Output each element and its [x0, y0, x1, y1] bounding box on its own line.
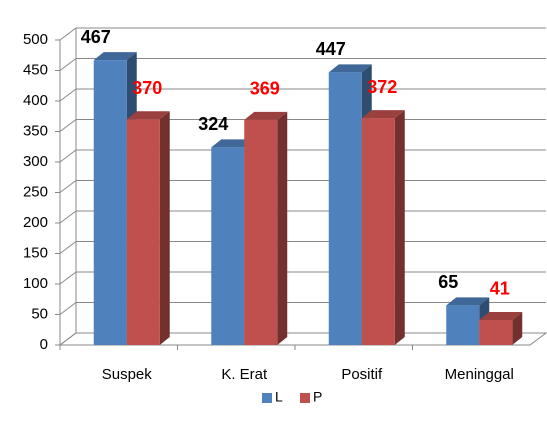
y-tick-label: 500: [23, 31, 48, 48]
y-tick-label: 400: [23, 92, 48, 109]
value-label: 369: [250, 79, 280, 99]
y-tick-label: 0: [40, 336, 48, 353]
legend-label: P: [313, 389, 322, 405]
bar-front: [244, 119, 278, 345]
y-tick-label: 300: [23, 153, 48, 170]
y-tick-label: 450: [23, 61, 48, 78]
bar-front: [361, 118, 395, 345]
bar-top: [93, 52, 137, 61]
value-label: 370: [132, 78, 162, 98]
grid-line: [59, 58, 546, 71]
bar-side: [277, 111, 288, 345]
x-tick-label: K. Erat: [221, 366, 268, 383]
x-tick-label: Suspek: [102, 366, 153, 383]
x-tick-label: Positif: [341, 366, 383, 383]
bar-top: [244, 111, 288, 120]
bar-front: [479, 319, 513, 345]
grid-line: [59, 27, 546, 41]
legend-swatch: [300, 393, 310, 403]
bar-top: [446, 297, 490, 306]
value-label: 467: [81, 27, 111, 47]
value-label: 41: [490, 279, 510, 299]
bar: [361, 110, 405, 345]
bar-top: [479, 311, 523, 320]
value-label: 372: [367, 77, 397, 97]
value-label: 324: [198, 114, 228, 134]
bar: [479, 311, 523, 345]
bar-front: [126, 119, 160, 345]
y-tick-label: 200: [23, 214, 48, 231]
y-tick-label: 100: [23, 275, 48, 292]
y-tick-label: 150: [23, 244, 48, 261]
bar: [244, 111, 288, 345]
grid-line: [59, 88, 546, 102]
y-tick-label: 250: [23, 183, 48, 200]
bar-front: [446, 305, 480, 345]
x-tick-label: Meninggal: [445, 366, 514, 383]
bar-top: [211, 139, 255, 148]
legend-swatch: [262, 393, 272, 403]
value-label: 447: [316, 39, 346, 59]
y-tick-label: 350: [23, 122, 48, 139]
bar-top: [361, 110, 405, 119]
bar-front: [211, 147, 245, 345]
bar-top: [126, 111, 170, 120]
bar: [126, 111, 170, 345]
legend-label: L: [275, 389, 283, 405]
y-tick-label: 50: [31, 305, 48, 322]
bar-front: [93, 60, 127, 345]
bar-side: [159, 111, 170, 345]
bar-side: [512, 311, 523, 345]
bar-top: [328, 64, 372, 73]
bar-side: [394, 110, 405, 345]
value-label: 65: [438, 272, 458, 292]
bar-front: [328, 72, 362, 345]
